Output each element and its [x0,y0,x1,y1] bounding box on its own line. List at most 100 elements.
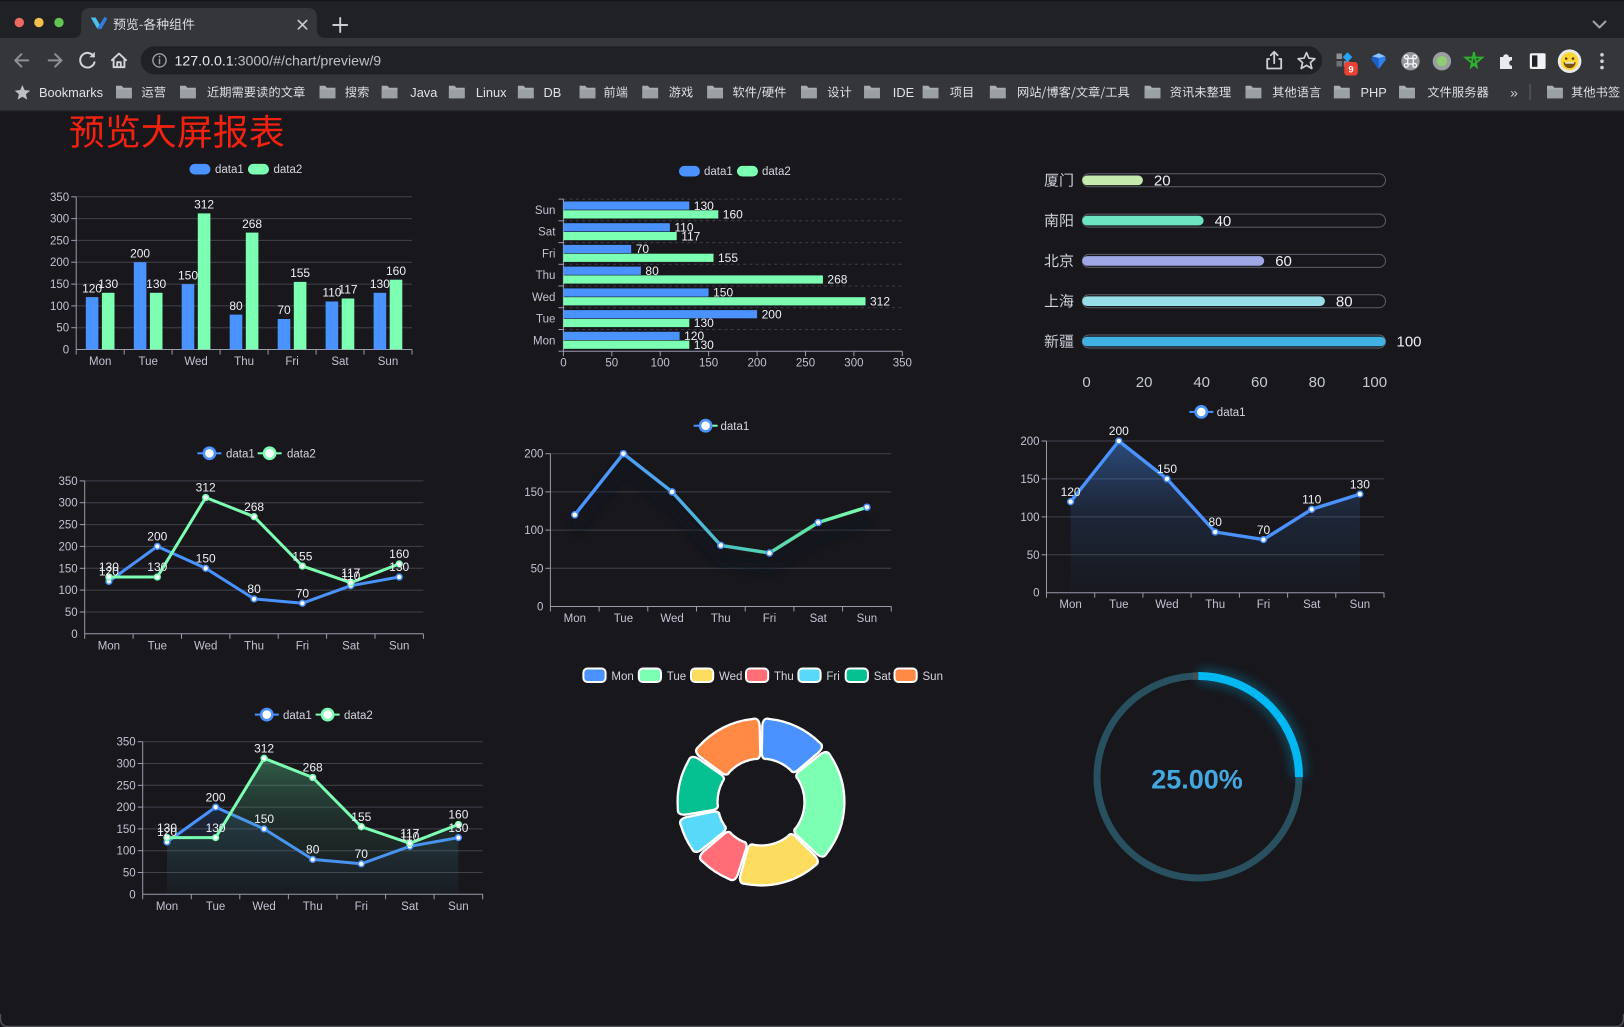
svg-text:150: 150 [1157,462,1177,476]
svg-text:130: 130 [694,316,714,330]
svg-text:Tue: Tue [667,671,686,683]
svg-text:100: 100 [651,358,670,370]
svg-text:25.00%: 25.00% [1151,765,1243,795]
svg-text:50: 50 [65,607,78,619]
svg-text:110: 110 [400,830,419,844]
svg-text:100: 100 [59,585,78,597]
svg-text:130: 130 [147,560,167,574]
svg-text:70: 70 [296,586,310,600]
svg-text:»: » [1510,85,1518,101]
svg-text:350: 350 [117,737,136,749]
svg-text:100: 100 [524,525,543,537]
svg-text:60: 60 [1275,253,1292,270]
svg-text:Fri: Fri [826,671,839,683]
svg-text:Wed: Wed [660,613,683,625]
svg-text:150: 150 [699,358,718,370]
svg-text:80: 80 [645,264,659,278]
svg-text:312: 312 [194,198,214,212]
svg-text:127.0.0.1:3000/#/chart/preview: 127.0.0.1:3000/#/chart/preview/9 [175,53,382,69]
svg-text:80: 80 [1309,374,1326,391]
svg-text:200: 200 [130,246,150,260]
svg-text:150: 150 [196,552,216,566]
svg-text:Wed: Wed [532,292,555,304]
svg-text:Mon: Mon [564,613,586,625]
svg-text:150: 150 [713,286,733,300]
svg-text:Sun: Sun [448,901,468,913]
svg-text:130: 130 [694,338,714,352]
svg-text:200: 200 [117,802,136,814]
svg-text:200: 200 [206,790,226,804]
svg-text:0: 0 [71,629,77,641]
svg-text:20: 20 [1154,173,1171,190]
svg-text:200: 200 [762,307,782,321]
svg-text:40: 40 [1193,374,1210,391]
svg-text:268: 268 [242,217,262,231]
svg-text:155: 155 [351,810,371,824]
svg-text:0: 0 [1082,374,1090,391]
svg-text:50: 50 [531,563,544,575]
svg-text:Tue: Tue [614,613,633,625]
svg-text:Sun: Sun [857,613,877,625]
svg-text:300: 300 [50,214,69,226]
svg-text:80: 80 [1209,515,1223,529]
svg-text:Fri: Fri [296,640,309,652]
svg-text:130: 130 [206,821,226,835]
svg-text:Thu: Thu [244,640,264,652]
svg-text:data1: data1 [226,449,255,461]
svg-text:Bookmarks: Bookmarks [39,85,103,100]
svg-text:40: 40 [1215,213,1232,230]
svg-text:Thu: Thu [711,613,731,625]
svg-text:Mon: Mon [98,640,120,652]
svg-text:100: 100 [1020,512,1039,524]
svg-text:0: 0 [129,889,135,901]
svg-text:Wed: Wed [184,356,207,368]
svg-text:110: 110 [1302,493,1321,507]
svg-text:160: 160 [389,547,409,561]
svg-text:data1: data1 [721,421,750,433]
svg-text:Sun: Sun [378,356,398,368]
svg-text:120: 120 [1061,485,1081,499]
svg-text:Mon: Mon [611,671,633,683]
svg-text:155: 155 [292,549,312,563]
svg-text:Linux: Linux [476,85,507,100]
svg-text:Java: Java [410,85,438,100]
svg-text:155: 155 [718,251,738,265]
svg-text:Fri: Fri [355,901,368,913]
svg-text:PHP: PHP [1361,85,1387,100]
svg-text:268: 268 [303,761,323,775]
svg-text:70: 70 [355,847,369,861]
svg-text:Sun: Sun [1350,599,1370,611]
svg-text:312: 312 [254,742,274,756]
svg-text:data1: data1 [283,710,312,722]
svg-text:80: 80 [229,299,243,313]
svg-text:110: 110 [341,569,360,583]
svg-text:120: 120 [684,329,704,343]
svg-text:Sat: Sat [1303,599,1321,611]
svg-text:350: 350 [893,358,912,370]
svg-text:200: 200 [748,358,767,370]
svg-text:150: 150 [50,279,69,291]
svg-text:80: 80 [247,582,261,596]
svg-text:Sun: Sun [389,640,409,652]
svg-text:130: 130 [157,821,177,835]
svg-text:120: 120 [157,825,177,839]
svg-text:130: 130 [99,560,119,574]
svg-text:Sun: Sun [923,671,943,683]
svg-text:50: 50 [1027,550,1040,562]
svg-text:50: 50 [605,358,618,370]
svg-text:Tue: Tue [206,901,225,913]
svg-text:IDE: IDE [893,85,914,100]
svg-text:250: 250 [796,358,815,370]
svg-text:350: 350 [59,476,78,488]
svg-text:160: 160 [448,808,468,822]
svg-text:0: 0 [1033,588,1039,600]
svg-text:Mon: Mon [89,356,111,368]
svg-text:155: 155 [290,266,310,280]
svg-text:50: 50 [56,323,69,335]
svg-text:130: 130 [1350,477,1370,491]
svg-text:70: 70 [636,242,650,256]
svg-text:200: 200 [524,449,543,461]
svg-text:data2: data2 [344,710,373,722]
svg-text:Thu: Thu [1205,599,1225,611]
svg-text:117: 117 [341,566,360,580]
